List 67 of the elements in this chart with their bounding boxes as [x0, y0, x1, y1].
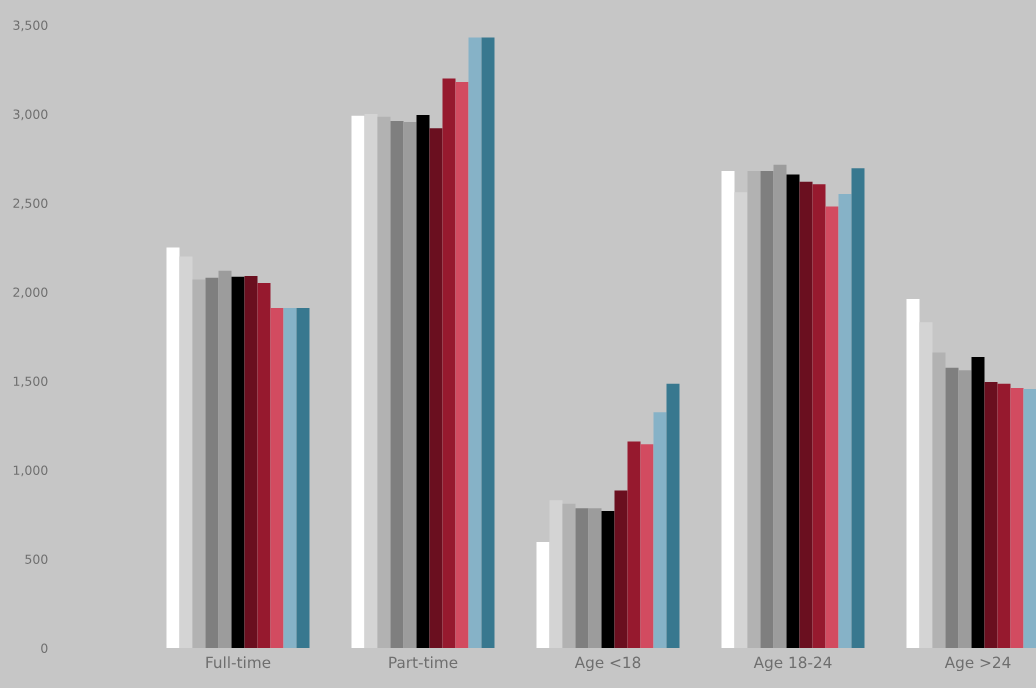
bar — [919, 322, 933, 648]
bar — [932, 352, 946, 648]
bar — [192, 279, 206, 648]
bar — [218, 270, 232, 648]
bar — [812, 184, 826, 648]
bar — [205, 277, 219, 648]
bar — [614, 490, 628, 648]
bar — [945, 367, 959, 648]
bar — [429, 128, 443, 648]
bar — [455, 81, 469, 648]
bar — [799, 181, 813, 648]
bar — [734, 192, 748, 648]
bar — [364, 114, 378, 648]
bar — [747, 170, 761, 648]
y-tick-label: 0 — [41, 643, 48, 653]
bar — [760, 170, 774, 648]
bar — [851, 168, 865, 648]
x-tick-label: Part-time — [389, 656, 458, 669]
bar — [906, 299, 920, 648]
bar — [640, 444, 654, 648]
bar — [549, 500, 563, 648]
bar — [536, 542, 550, 648]
bar — [351, 115, 365, 648]
bar — [601, 510, 615, 648]
bar — [588, 508, 602, 648]
bar — [270, 308, 284, 648]
bar — [666, 383, 680, 648]
bar — [773, 164, 787, 648]
bar — [1023, 389, 1036, 648]
bar — [562, 503, 576, 648]
bar — [296, 308, 310, 648]
bar — [179, 256, 193, 648]
bar — [390, 121, 404, 648]
bar — [481, 37, 495, 648]
bar — [468, 37, 482, 648]
y-tick-label: 500 — [25, 554, 48, 564]
y-tick-label: 3,000 — [13, 109, 48, 121]
bar — [416, 114, 430, 648]
bar — [166, 247, 180, 648]
bar — [257, 283, 271, 648]
bar — [231, 276, 245, 648]
bar — [958, 370, 972, 648]
bar — [838, 194, 852, 648]
bar — [984, 381, 998, 648]
bar — [721, 170, 735, 648]
y-tick-label: 3,500 — [13, 20, 48, 32]
bar — [575, 508, 589, 648]
y-tick-label: 1,000 — [13, 465, 48, 477]
y-tick-label: 2,500 — [13, 198, 48, 210]
bar — [244, 275, 258, 648]
bar — [825, 206, 839, 648]
bar — [653, 412, 667, 648]
x-tick-label: Full-time — [206, 656, 271, 669]
x-tick-label: Age >24 — [944, 656, 1011, 672]
bar — [442, 78, 456, 648]
x-tick-label: Age <18 — [574, 656, 641, 672]
bar — [377, 116, 391, 648]
bar — [627, 441, 641, 648]
x-tick-label: Age 18-24 — [753, 656, 832, 672]
y-tick-label: 2,000 — [13, 287, 48, 299]
bar — [971, 356, 985, 648]
bar — [997, 383, 1011, 648]
bar — [1010, 388, 1024, 648]
bar — [283, 308, 297, 648]
bar — [786, 174, 800, 648]
y-tick-label: 1,500 — [13, 376, 48, 388]
bar — [403, 122, 417, 648]
